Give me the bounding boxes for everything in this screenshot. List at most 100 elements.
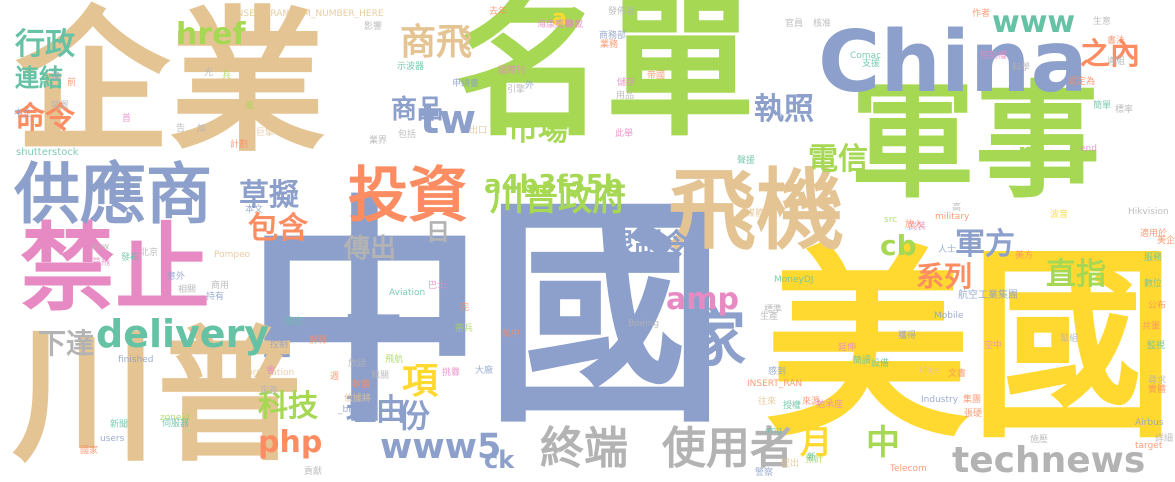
word-cjk-2: 名單: [455, 0, 756, 157]
word-mobile: Mobile: [934, 311, 964, 321]
word-cjk-6: 川普: [12, 313, 302, 482]
word-cjk-138: 定義: [260, 386, 279, 396]
word-cjk-3: 企業: [15, 0, 325, 173]
word-cjk-151: 發布: [121, 253, 140, 263]
word-ck: ck: [484, 446, 515, 474]
word-cjk-42: 系列: [916, 260, 973, 293]
word-cjk-166: 沒: [51, 72, 61, 82]
word-industry: Industry: [921, 395, 959, 405]
word-cjk-128: 施壓: [1030, 435, 1049, 445]
word-cjk-154: 相關: [178, 285, 197, 295]
word-cjk-167: 告: [176, 124, 186, 134]
word-cjk-46: 中: [866, 423, 900, 463]
word-cjk-8: 飛機: [668, 159, 845, 262]
word-cjk-7: 禁止: [20, 214, 211, 324]
word-a4b3f35b: a4b3f35b: [484, 170, 623, 200]
word-cjk-118: 標準: [764, 305, 783, 315]
word-cb: cb: [880, 229, 917, 262]
word-boeing: Boeing: [628, 319, 660, 329]
word-cjk-169: 光: [204, 68, 214, 78]
word-cjk-115: 監視: [1147, 341, 1166, 351]
word-cjk-98: 國際刊: [498, 66, 526, 76]
word-cjk-90: 媒體: [746, 209, 765, 219]
word-cjk-45: 月: [800, 423, 833, 461]
word-cjk-112: 數位: [1144, 279, 1163, 289]
word-cjk-94: 影響: [364, 22, 383, 32]
word-cjk-145: 新聞: [110, 420, 129, 430]
word-cjk-39: 限制令: [606, 227, 691, 260]
word-cjk-11: 家: [684, 302, 747, 375]
word-cjk-157: 無關: [371, 371, 390, 381]
word-cjk-150: 草飛: [92, 258, 111, 268]
word-cjk-110: 適用於: [1140, 229, 1168, 239]
word-cjk-168: 加: [197, 124, 207, 134]
word-cjk-82: 簡單: [1093, 101, 1112, 111]
word-cjk-106: 此舉: [615, 129, 634, 139]
word-cjk-156: 放話: [348, 359, 367, 369]
word-cjk-175: 美方: [1015, 251, 1034, 261]
word-cjk-113: 公布: [1148, 301, 1167, 311]
word-cjk-185: 帝國: [647, 71, 666, 81]
word-cjk-129: 勉承座: [816, 400, 844, 410]
word-cjk-176: 武裝: [908, 222, 927, 232]
word-cjk-159: 完: [460, 303, 470, 313]
word-cjk-92: 聲援: [737, 156, 756, 166]
word-hikvision: Hikvision: [1128, 207, 1169, 217]
word-cjk-160: 帶兵: [455, 324, 474, 334]
word-pompeo: Pompeo: [214, 250, 251, 260]
word-cjk-28: 直指: [1046, 257, 1106, 292]
word-cjk-81: 認定為: [1068, 77, 1096, 87]
word-www5: www5: [380, 427, 502, 467]
word-cjk-48: 份: [398, 397, 431, 435]
word-cjk-23: 命令: [15, 101, 75, 136]
word-cjk-86: 書法: [1107, 36, 1126, 46]
word-cjk-180: 美企: [1157, 236, 1175, 246]
word-cjk-83: 官員: [785, 19, 804, 29]
word-corporation: Corporation: [241, 368, 295, 378]
word-cjk-181: 幫組: [1060, 334, 1079, 344]
word-cjk-12: 終端: [540, 423, 628, 474]
word-cjk-25: 電信: [808, 142, 868, 177]
word-cjk-100: 申請書: [452, 79, 480, 89]
word-cjk-143: 大廠: [475, 366, 494, 376]
word-target: target: [1135, 441, 1163, 451]
word-cjk-146: 國家: [80, 446, 99, 456]
word-cjk-130: 授權: [783, 401, 802, 411]
word-cjk-178: 高: [952, 203, 962, 213]
word-cjk-141: 飛航: [385, 355, 404, 365]
word-cjk-123: 感到: [768, 367, 787, 377]
word-insert-ran: INSERT_RAN: [747, 379, 803, 389]
word-cjk-34: 項: [402, 361, 439, 402]
word-cjk-148: 裝置: [51, 101, 70, 111]
word-cjk-163: 兵: [222, 71, 232, 81]
word-img: img: [765, 426, 782, 436]
word-users: users: [100, 434, 125, 444]
word-moneydj: MoneyDJ: [774, 275, 814, 285]
word-technews: technews: [952, 440, 1146, 481]
word-cjk-174: 北京: [140, 248, 159, 258]
word-zoneid: zoneid: [160, 413, 190, 423]
word-cjk-158: 巴士: [428, 281, 447, 291]
word-cjk-139: 軟體: [352, 380, 371, 390]
word-cjk-1: 美國: [765, 228, 1175, 466]
word-a: a: [552, 6, 567, 31]
word-amp: amp: [666, 282, 739, 317]
word-cjk-4: 軍事: [850, 70, 1100, 215]
word-cjk-127: 張硬: [964, 409, 983, 419]
word-cjk-121: 簡讀: [853, 356, 872, 366]
word-cjk-33: 理由: [346, 393, 406, 428]
word-avw: avw: [91, 242, 110, 252]
word-cjk-35: 包含: [248, 211, 308, 246]
word-cjk-111: 服務: [1144, 253, 1163, 263]
word-cjk-122: 設備: [871, 359, 890, 369]
word-cjk-50: 之內: [1080, 37, 1140, 72]
word-cjk-9: 供應商: [14, 156, 212, 233]
word-cjk-24: 執照: [754, 92, 814, 127]
word-insert-random-number-here: INSERT_RANDOM_NUMBER_HERE: [234, 9, 384, 19]
word-src: src: [884, 215, 898, 225]
word-cjk-172: 週: [330, 372, 340, 382]
word-cjk-187: 標率: [1115, 105, 1134, 115]
word-blank: _blank: [338, 405, 368, 415]
word-cjk-88: 作者: [972, 9, 991, 19]
